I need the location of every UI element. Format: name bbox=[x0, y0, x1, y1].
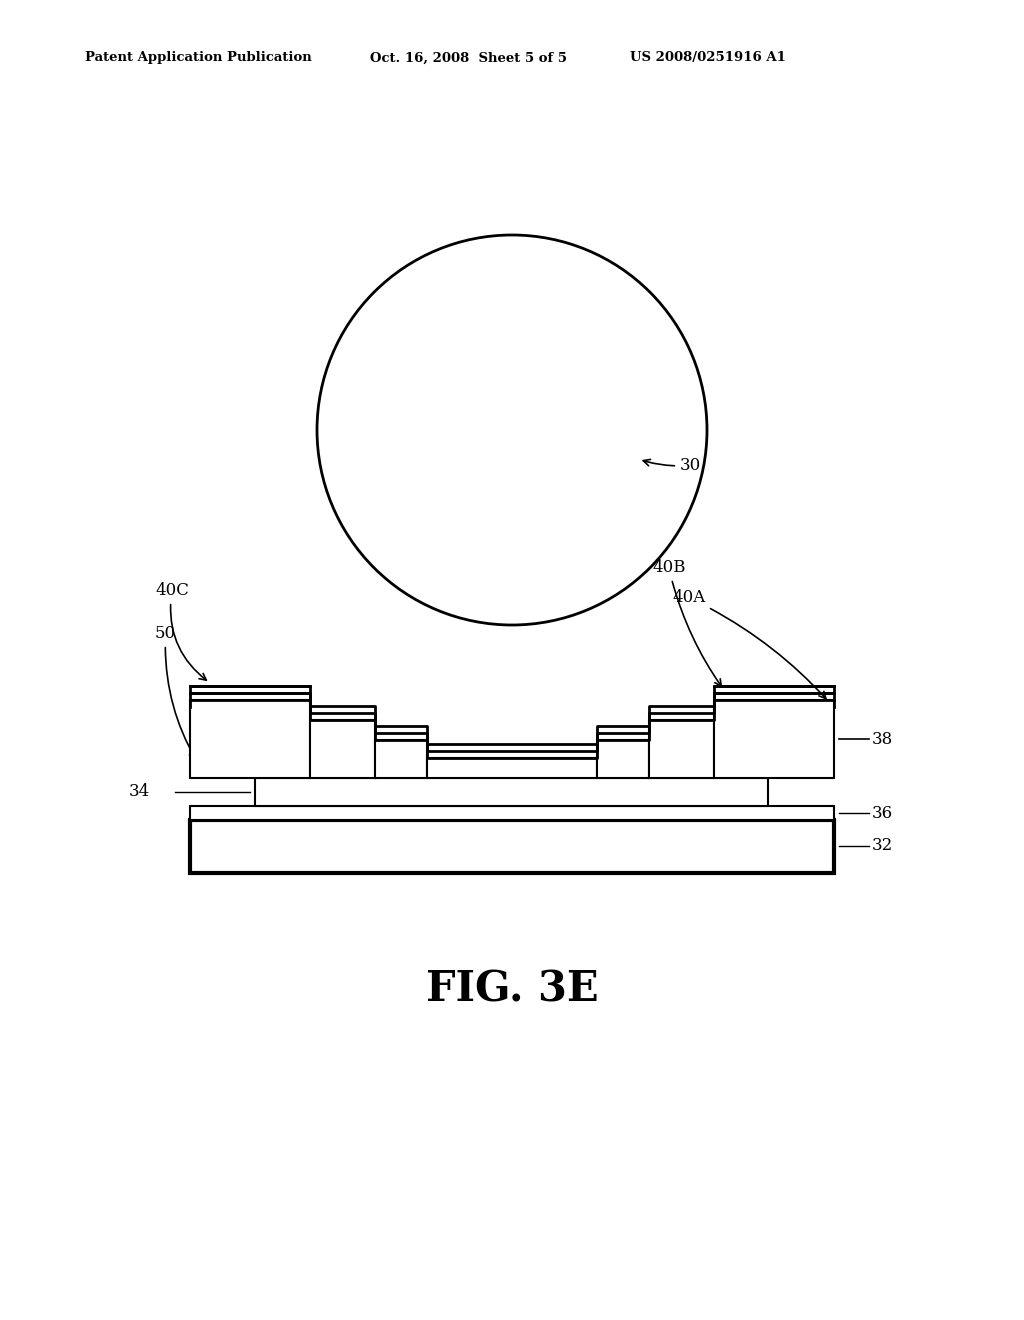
Text: 30: 30 bbox=[643, 457, 701, 474]
Bar bbox=[255, 777, 768, 807]
Bar bbox=[375, 741, 427, 777]
Text: US 2008/0251916 A1: US 2008/0251916 A1 bbox=[630, 51, 785, 65]
Text: 40A: 40A bbox=[672, 589, 826, 698]
Text: FIG. 3E: FIG. 3E bbox=[426, 969, 598, 1011]
Text: Oct. 16, 2008  Sheet 5 of 5: Oct. 16, 2008 Sheet 5 of 5 bbox=[370, 51, 567, 65]
Text: 34: 34 bbox=[129, 784, 150, 800]
Text: 40B: 40B bbox=[652, 558, 721, 686]
Bar bbox=[597, 741, 649, 777]
Bar bbox=[427, 758, 597, 777]
Text: 38: 38 bbox=[872, 730, 893, 747]
Bar bbox=[714, 700, 834, 777]
Bar bbox=[310, 719, 375, 777]
Text: Patent Application Publication: Patent Application Publication bbox=[85, 51, 311, 65]
Text: 50: 50 bbox=[155, 624, 196, 759]
Bar bbox=[190, 820, 834, 873]
Text: 32: 32 bbox=[872, 837, 893, 854]
Text: 36: 36 bbox=[872, 804, 893, 821]
Bar bbox=[190, 700, 310, 777]
Text: 40C: 40C bbox=[155, 582, 206, 680]
Bar bbox=[649, 719, 714, 777]
Bar bbox=[190, 807, 834, 820]
